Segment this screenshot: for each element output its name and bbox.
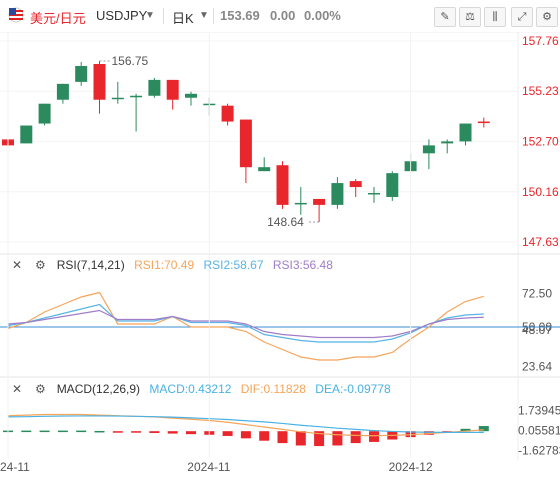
rsi-line-rsi1: [7, 291, 484, 361]
candle-body: [221, 105, 234, 122]
macd-name[interactable]: MACD(12,26,9): [56, 382, 141, 396]
macd-histogram-bar: [21, 430, 32, 433]
price-change: 0.00: [270, 8, 296, 23]
candle-body: [276, 165, 289, 205]
high-annotation: 156.75: [112, 54, 149, 68]
candle-body: [368, 192, 380, 195]
macd-histogram-bar: [240, 431, 251, 439]
rsi-header: ✕ ⚙ RSI(7,14,21) RSI1:70.49 RSI2:58.67 R…: [10, 258, 339, 276]
candle-body: [38, 103, 51, 124]
rsi-tick-label: 23.64: [522, 360, 552, 374]
candle-body: [239, 119, 252, 168]
dif-value: DIF:0.11828: [240, 382, 306, 396]
rsi3-value: RSI3:56.48: [272, 258, 333, 272]
drawing-tool-icon[interactable]: ✎: [434, 7, 456, 27]
candle-body: [313, 198, 326, 205]
candle-body: [148, 79, 161, 96]
macd-histogram-bar: [460, 428, 471, 432]
candle-body: [441, 141, 454, 144]
period-dropdown-icon[interactable]: ▼: [199, 10, 209, 21]
candle-body: [331, 183, 344, 205]
candle-body: [294, 202, 307, 205]
low-annotation: 148.64: [267, 215, 304, 229]
macd-histogram-bar: [94, 430, 105, 433]
macd-histogram-bar: [149, 431, 160, 433]
flag-icon: [8, 7, 24, 26]
macd-histogram-bar: [277, 431, 288, 444]
x-tick-label: 2024-11: [187, 460, 230, 474]
macd-histogram-bar: [57, 430, 68, 433]
candle-body: [56, 83, 69, 100]
candle-body: [166, 79, 179, 100]
compare-icon[interactable]: ⚖: [459, 7, 481, 27]
candle-body: [130, 95, 143, 98]
price-tick-label: 155.23: [522, 84, 559, 98]
macd-line-dea: [7, 415, 484, 433]
rsi1-value: RSI1:70.49: [134, 258, 195, 272]
macd-histogram-bar: [350, 431, 361, 444]
candle-body: [386, 173, 399, 197]
symbol-name[interactable]: 美元/日元: [30, 11, 86, 26]
price-tick-label: 150.16: [522, 185, 559, 199]
macd-header: ✕ ⚙ MACD(12,26,9) MACD:0.43212 DIF:0.118…: [10, 382, 397, 400]
macd-histogram-bar: [332, 431, 343, 446]
candle-body: [258, 167, 271, 172]
macd-histogram-bar: [131, 431, 142, 433]
period-selector[interactable]: 日K: [172, 11, 194, 26]
macd-histogram-bar: [478, 426, 489, 432]
macd-histogram-bar: [259, 431, 270, 441]
candle-body: [185, 93, 197, 98]
symbol-dropdown-icon[interactable]: ▼: [145, 10, 155, 21]
rsi2-value: RSI2:58.67: [203, 258, 264, 272]
chart-toolbar: 美元/日元 USDJPY ▼ 日K ▼ 153.69 0.00 0.00% ✎ …: [0, 0, 560, 32]
macd-histogram-bar: [314, 431, 325, 447]
indicator-icon[interactable]: ⫼: [484, 7, 506, 27]
candle-body: [20, 125, 33, 144]
macd-histogram-bar: [369, 431, 379, 442]
candle-body: [349, 181, 362, 188]
rsi-name[interactable]: RSI(7,14,21): [56, 258, 125, 272]
candle-body: [459, 123, 472, 142]
macd-histogram-bar: [112, 431, 123, 433]
macd-histogram-bar: [39, 430, 50, 433]
toolbar-divider: [213, 8, 214, 24]
macd-value: MACD:0.43212: [149, 382, 232, 396]
close-icon[interactable]: ✕: [11, 382, 23, 396]
dea-value: DEA:-0.09778: [315, 382, 391, 396]
price-tick-label: 152.70: [522, 134, 559, 148]
macd-tick-label: 1.73945: [518, 403, 560, 417]
candle-body: [477, 121, 490, 124]
macd-line-dif: [7, 413, 484, 437]
candle-body: [422, 145, 435, 154]
macd-histogram-bar: [295, 431, 306, 446]
fullscreen-icon[interactable]: ⤢: [511, 7, 533, 27]
macd-histogram-bar: [222, 431, 233, 436]
settings-icon[interactable]: ⚙: [536, 7, 558, 27]
rsi-line-rsi2: [7, 303, 484, 343]
rsi-tick-label: 48.07: [522, 323, 552, 337]
x-tick-label: 24-11: [0, 460, 30, 474]
price-tick-label: 147.63: [522, 235, 559, 249]
close-icon[interactable]: ✕: [11, 258, 23, 272]
macd-histogram-bar: [76, 430, 87, 433]
settings-icon[interactable]: ⚙: [34, 258, 46, 272]
candle-body: [111, 97, 124, 100]
candle-body: [93, 64, 106, 100]
macd-histogram-bar: [167, 431, 178, 434]
price-change-pct: 0.00%: [304, 8, 341, 23]
rsi-line-rsi3: [7, 309, 484, 339]
rsi-tick-label: 72.50: [522, 286, 552, 300]
price-tick-label: 157.76: [522, 34, 559, 48]
macd-tick-label: -1.62783: [518, 444, 560, 458]
toolbar-divider: [163, 8, 164, 24]
x-tick-label: 2024-12: [389, 460, 433, 474]
macd-tick-label: 0.05581: [518, 424, 560, 438]
settings-icon[interactable]: ⚙: [34, 382, 46, 396]
candle-body: [75, 66, 88, 82]
symbol-code[interactable]: USDJPY: [96, 8, 148, 23]
last-price: 153.69: [220, 8, 260, 23]
macd-histogram-bar: [186, 431, 196, 435]
